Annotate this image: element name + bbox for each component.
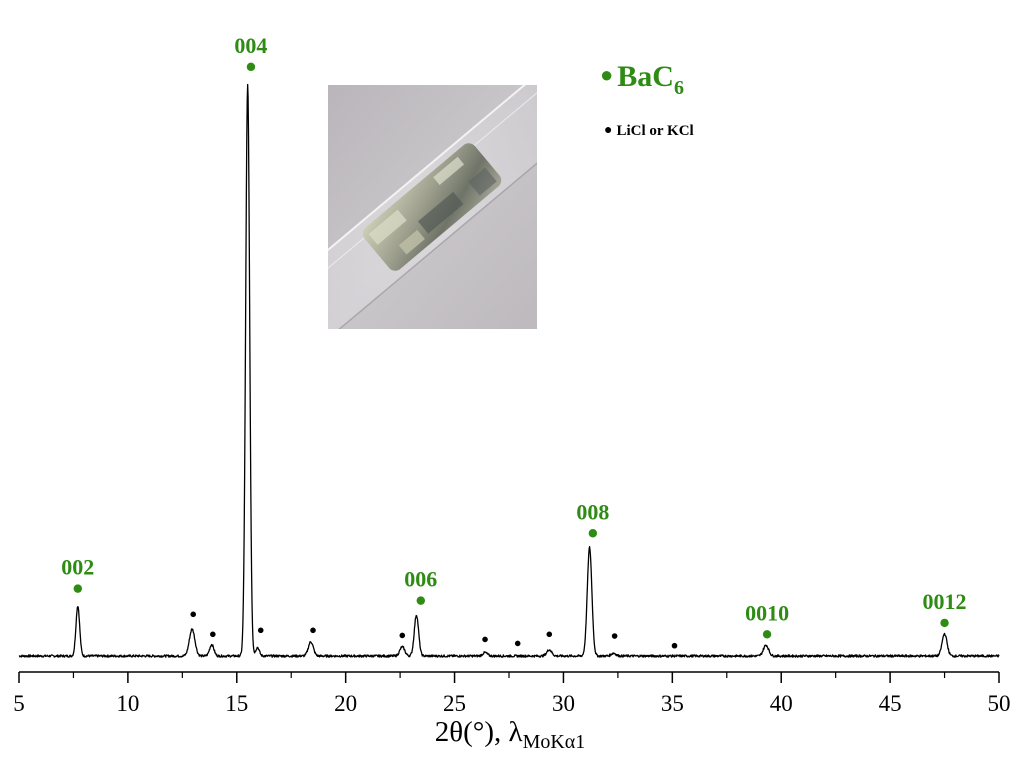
x-tick-label: 15 bbox=[225, 691, 248, 716]
reflection-marker bbox=[588, 529, 598, 538]
x-axis: 5 10 15 20 25 30 35 40 45 50 bbox=[13, 671, 1011, 716]
legend-licl-marker: ● bbox=[604, 123, 613, 138]
impurity-marker bbox=[611, 633, 618, 639]
legend-licl-label: LiCl or KCl bbox=[616, 123, 694, 139]
legend-bac6-subscript: 6 bbox=[673, 77, 684, 99]
x-axis-title: 2θ(°), λMoKα1 bbox=[260, 716, 760, 754]
legend-bac6-label: BaC bbox=[617, 60, 674, 93]
annotation-layer: 002 004 006 008 0010 0012 bbox=[61, 33, 967, 639]
x-tick-label: 5 bbox=[13, 691, 25, 716]
impurity-marker bbox=[310, 627, 316, 634]
impurity-marker bbox=[399, 632, 406, 639]
x-tick-label: 20 bbox=[334, 691, 357, 716]
x-tick-label: 10 bbox=[116, 691, 139, 716]
impurity-marker bbox=[671, 642, 678, 649]
x-axis-title-main: 2θ(°), λ bbox=[434, 716, 523, 748]
reflection-marker bbox=[416, 596, 425, 605]
reflection-marker bbox=[73, 584, 83, 593]
impurity-marker bbox=[257, 627, 264, 634]
impurity-marker bbox=[514, 640, 521, 647]
series-layer bbox=[18, 83, 1000, 658]
legend-bac6: ● BaC6 bbox=[600, 60, 684, 100]
x-axis-title-subscript: MoKα1 bbox=[522, 731, 586, 753]
reflection-marker bbox=[940, 618, 949, 628]
reflection-marker bbox=[762, 630, 772, 639]
x-tick-label: 45 bbox=[879, 691, 902, 716]
x-tick-label: 50 bbox=[988, 691, 1011, 716]
x-tick-label: 40 bbox=[770, 691, 793, 716]
reflection-label: 0010 bbox=[745, 600, 789, 625]
reflection-label: 0012 bbox=[923, 589, 967, 614]
legend-licl-kcl: ● LiCl or KCl bbox=[604, 123, 694, 140]
reflection-label: 002 bbox=[61, 555, 94, 580]
x-tick-label: 25 bbox=[443, 691, 466, 716]
x-tick-label: 35 bbox=[661, 691, 684, 716]
impurity-marker bbox=[210, 631, 216, 638]
inset-photo bbox=[328, 85, 537, 329]
reflection-label: 004 bbox=[234, 33, 267, 58]
impurity-marker bbox=[546, 631, 553, 638]
reflection-label: 006 bbox=[404, 567, 437, 592]
x-tick-label: 30 bbox=[552, 691, 575, 716]
xrd-pattern-line bbox=[18, 83, 1000, 658]
legend-bac6-marker: ● bbox=[600, 62, 614, 87]
impurity-marker bbox=[482, 636, 488, 643]
reflection-label: 008 bbox=[576, 499, 609, 524]
marker-layer bbox=[190, 611, 678, 649]
reflection-marker bbox=[246, 62, 256, 72]
impurity-marker bbox=[190, 611, 197, 618]
